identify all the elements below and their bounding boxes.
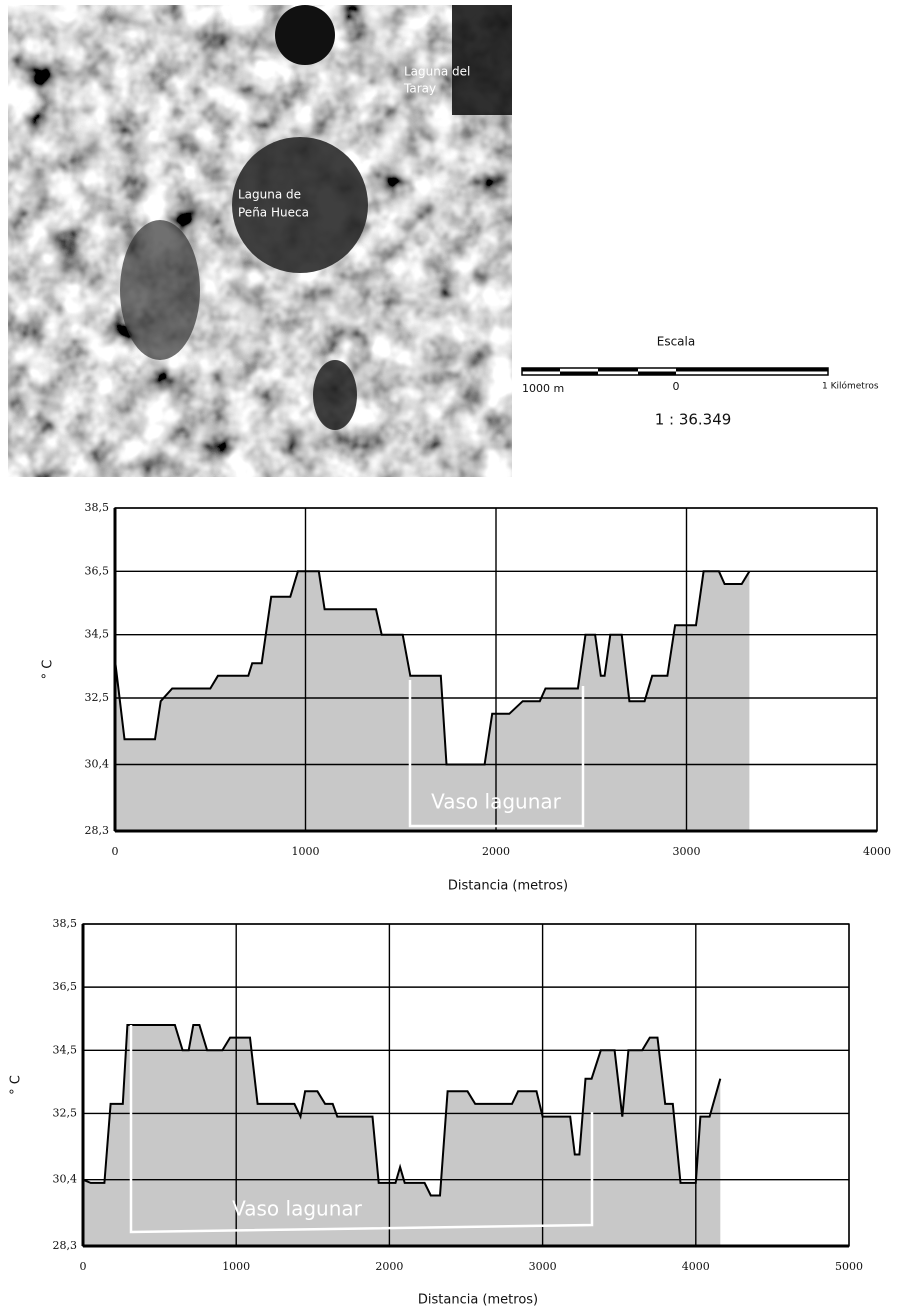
y-tick-label: 34,5 xyxy=(53,1043,78,1056)
x-tick-label: 2000 xyxy=(375,1260,403,1273)
map-label: Laguna de xyxy=(238,188,301,202)
scale-segment xyxy=(598,368,638,372)
y-axis-title: ° C xyxy=(41,660,56,680)
x-tick-label: 0 xyxy=(112,845,119,858)
map-label: Taray xyxy=(403,82,436,96)
y-tick-label: 38,5 xyxy=(85,501,110,514)
y-tick-label: 30,4 xyxy=(53,1173,78,1186)
chart: 28,3 30,4 32,5 34,5 36,5 38,5 0 1000 2000 3000 400… xyxy=(9,917,864,1308)
chart: 28,3 30,4 32,5 34,5 36,5 38,5 0 1000 2000 3000 400… xyxy=(41,501,892,894)
scale-segment xyxy=(638,372,676,376)
x-tick-label: 2000 xyxy=(482,845,510,858)
scale-label: 1 Kilómetros xyxy=(822,381,879,392)
x-tick-label: 4000 xyxy=(682,1260,710,1273)
x-tick-label: 5000 xyxy=(835,1260,863,1273)
x-axis-title: Distancia (metros) xyxy=(418,1293,538,1308)
area-fill xyxy=(83,1025,720,1246)
y-tick-label: 36,5 xyxy=(53,980,78,993)
x-tick-label: 1000 xyxy=(292,845,320,858)
scale-ratio: 1 : 36.349 xyxy=(655,411,732,429)
scale-label: 0 xyxy=(673,380,680,393)
annotation: Vaso lagunar xyxy=(232,1197,363,1221)
scale-label: 1000 m xyxy=(522,382,564,395)
map-label: Laguna del xyxy=(404,65,470,79)
x-tick-label: 1000 xyxy=(222,1260,250,1273)
x-tick-label: 4000 xyxy=(863,845,891,858)
y-tick-label: 30,4 xyxy=(85,758,110,771)
y-axis-title: ° C xyxy=(9,1075,24,1095)
scale-segment xyxy=(560,372,598,376)
y-tick-label: 36,5 xyxy=(85,564,110,577)
y-tick-label: 28,3 xyxy=(53,1239,78,1252)
x-tick-label: 3000 xyxy=(673,845,701,858)
scale-segment xyxy=(522,368,560,372)
x-tick-label: 3000 xyxy=(529,1260,557,1273)
scale-segment xyxy=(676,368,828,372)
page: Laguna del Taray Laguna de Peña Hueca Es… xyxy=(0,0,913,1309)
y-tick-label: 28,3 xyxy=(85,824,110,837)
y-tick-label: 32,5 xyxy=(53,1106,78,1119)
y-tick-label: 38,5 xyxy=(53,917,78,930)
scale-title: Escala xyxy=(657,335,695,349)
map-label: Peña Hueca xyxy=(238,206,309,220)
y-tick-label: 34,5 xyxy=(85,628,110,641)
scale-bar: Escala 1000 m 0 1 Kilómetros 1 : 36.349 xyxy=(522,335,879,429)
x-tick-label: 0 xyxy=(80,1260,87,1273)
y-tick-label: 32,5 xyxy=(85,691,110,704)
x-axis-title: Distancia (metros) xyxy=(448,879,568,894)
annotation: Vaso lagunar xyxy=(431,790,562,814)
